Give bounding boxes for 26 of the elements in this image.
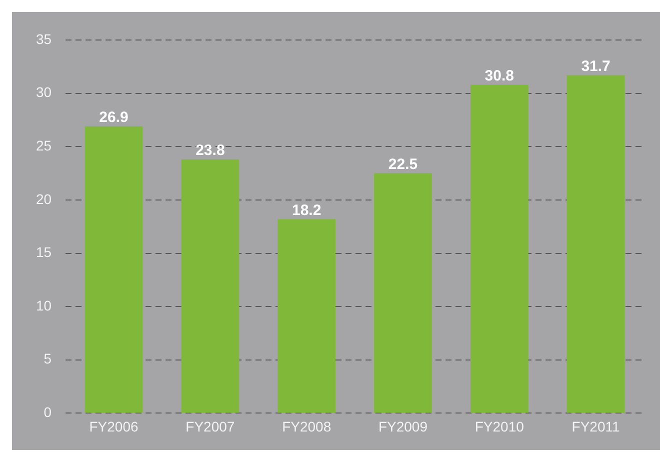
y-tick-label: 30 bbox=[36, 84, 52, 100]
data-label: 31.7 bbox=[581, 58, 610, 75]
y-tick-label: 5 bbox=[44, 350, 52, 367]
bar bbox=[566, 75, 625, 413]
y-tick-label: 25 bbox=[36, 137, 52, 154]
y-tick-label: 20 bbox=[36, 190, 52, 207]
x-tick-label: FY2007 bbox=[186, 418, 235, 434]
data-label: 22.5 bbox=[388, 156, 418, 173]
data-label: 26.9 bbox=[99, 109, 128, 126]
x-tick-label: FY2006 bbox=[89, 418, 138, 434]
x-tick-label: FY2010 bbox=[474, 418, 524, 434]
bar bbox=[278, 219, 336, 413]
y-tick-label: 35 bbox=[36, 30, 52, 47]
y-tick-label: 15 bbox=[36, 244, 52, 260]
bar bbox=[374, 173, 432, 413]
y-tick-label: 10 bbox=[36, 297, 52, 314]
x-tick-label: FY2011 bbox=[572, 418, 620, 434]
bar bbox=[470, 84, 528, 413]
bar bbox=[181, 159, 240, 413]
y-tick-label: 0 bbox=[44, 404, 52, 420]
data-label: 30.8 bbox=[484, 67, 514, 84]
bar bbox=[84, 126, 143, 413]
x-tick-label: FY2009 bbox=[378, 418, 428, 434]
x-tick-label: FY2008 bbox=[282, 418, 332, 434]
data-label: 18.2 bbox=[292, 202, 322, 219]
data-label: 23.8 bbox=[196, 142, 225, 160]
